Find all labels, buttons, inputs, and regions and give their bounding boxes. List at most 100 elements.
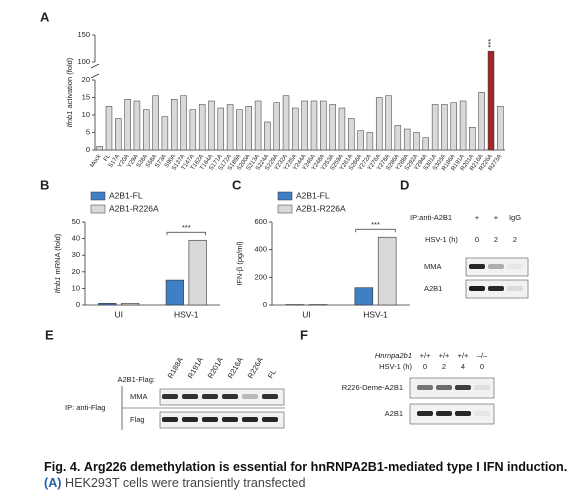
lane-label: + <box>494 213 499 222</box>
x-tick-label: UI <box>115 309 124 319</box>
blot-band <box>507 264 523 269</box>
bar <box>143 109 150 151</box>
blot-band <box>455 411 471 416</box>
bar <box>422 137 430 151</box>
blot-band <box>417 411 433 416</box>
bar <box>338 107 346 151</box>
y-axis-label: Ifnb1 mRNA (fold) <box>53 233 62 293</box>
legend-label: A2B1-R226A <box>296 203 346 213</box>
legend-swatch <box>90 191 106 201</box>
lane-label: 0 <box>475 235 479 244</box>
panel-letter: B <box>40 177 49 192</box>
bar <box>133 100 141 151</box>
lane-label: 4 <box>461 362 465 371</box>
y-tick-label: 30 <box>72 250 80 259</box>
legend-label: A2B1-FL <box>109 190 143 200</box>
row-label: Flag <box>130 415 145 424</box>
blot-band <box>262 417 278 422</box>
bar <box>105 106 113 151</box>
panel-letter: D <box>400 177 409 192</box>
panel-letter: A <box>40 9 50 24</box>
bar <box>478 92 485 151</box>
blot-band <box>202 417 218 422</box>
significance: *** <box>182 223 191 232</box>
y-axis-label-text: mRNA (fold) <box>53 233 62 274</box>
row-label: MMA <box>130 392 148 401</box>
lane-label: 0 <box>480 362 484 371</box>
y-tick-label: 0 <box>86 145 90 154</box>
y-axis-label-gene: Ifnb1 <box>53 277 62 294</box>
blot-band <box>469 264 485 269</box>
lane-label: 2 <box>494 235 498 244</box>
bar <box>354 287 374 306</box>
axis-break <box>90 63 100 69</box>
y-tick-label: 20 <box>72 267 80 276</box>
bar <box>487 50 495 151</box>
lane-label: +/+ <box>439 351 450 360</box>
bar <box>469 127 476 151</box>
bar <box>450 102 457 151</box>
x-tick-label: HSV-1 <box>363 309 388 319</box>
blot-band <box>469 286 485 291</box>
caption-title: Arg226 demethylation is essential for hn… <box>83 460 568 474</box>
lane-label: + <box>475 213 480 222</box>
lane-label: FL <box>266 368 278 380</box>
row-label: R226-Deme-A2B1 <box>342 383 403 392</box>
panel-letter: C <box>232 177 242 192</box>
y-tick-label: 15 <box>82 92 90 101</box>
lane-label: 2 <box>513 235 517 244</box>
bar <box>254 100 262 151</box>
ip-label: IP: anti-Flag <box>65 403 105 412</box>
lane-label: IgG <box>509 213 521 222</box>
bar <box>198 104 206 151</box>
y-axis-label-text: activation (fold) <box>65 57 74 108</box>
lane-label: 2 <box>442 362 446 371</box>
hsv-label: HSV-1 (h) <box>425 235 458 244</box>
y-tick-label: 40 <box>72 234 80 243</box>
bar <box>152 95 159 151</box>
blot-band <box>417 385 433 390</box>
blot-band <box>474 385 490 390</box>
caption-label: Fig. 4. <box>44 460 81 474</box>
blot-band <box>242 417 258 422</box>
bar <box>497 106 504 151</box>
lane-label: R191A <box>186 356 205 380</box>
legend-label: A2B1-R226A <box>109 203 159 213</box>
legend-label: A2B1-FL <box>296 190 330 200</box>
bar <box>121 303 140 306</box>
blot-band <box>162 394 178 399</box>
bar <box>459 100 467 151</box>
bar <box>170 99 178 151</box>
blot-band <box>182 394 198 399</box>
x-tick-label: Mock <box>89 153 103 169</box>
bar <box>217 107 225 151</box>
bar <box>366 132 374 151</box>
bar <box>161 116 169 151</box>
caption: Fig. 4. Arg226 demethylation is essentia… <box>44 459 574 491</box>
significance-bracket <box>166 231 206 236</box>
bar <box>348 118 355 151</box>
blot-band <box>436 385 452 390</box>
legend-swatch <box>277 191 293 201</box>
blot <box>465 257 529 277</box>
bar <box>273 102 280 151</box>
bar <box>124 99 131 151</box>
panel-letter: F <box>300 327 308 342</box>
legend-swatch <box>277 204 293 214</box>
y-axis-label-gene: Ifnb1 <box>65 111 74 128</box>
blot-band <box>488 286 504 291</box>
y-tick-label: 150 <box>77 30 90 39</box>
lane-label: R188A <box>166 356 185 380</box>
bar <box>441 104 448 151</box>
panel-letter: E <box>45 327 54 342</box>
bar <box>431 104 439 151</box>
bar <box>385 95 392 151</box>
bar <box>96 146 103 151</box>
y-tick-label: 100 <box>77 57 90 66</box>
significance-bracket <box>355 228 396 233</box>
bar <box>403 128 411 151</box>
caption-text: HEK293T cells were transiently transfect… <box>64 476 306 490</box>
blot-band <box>488 264 504 269</box>
